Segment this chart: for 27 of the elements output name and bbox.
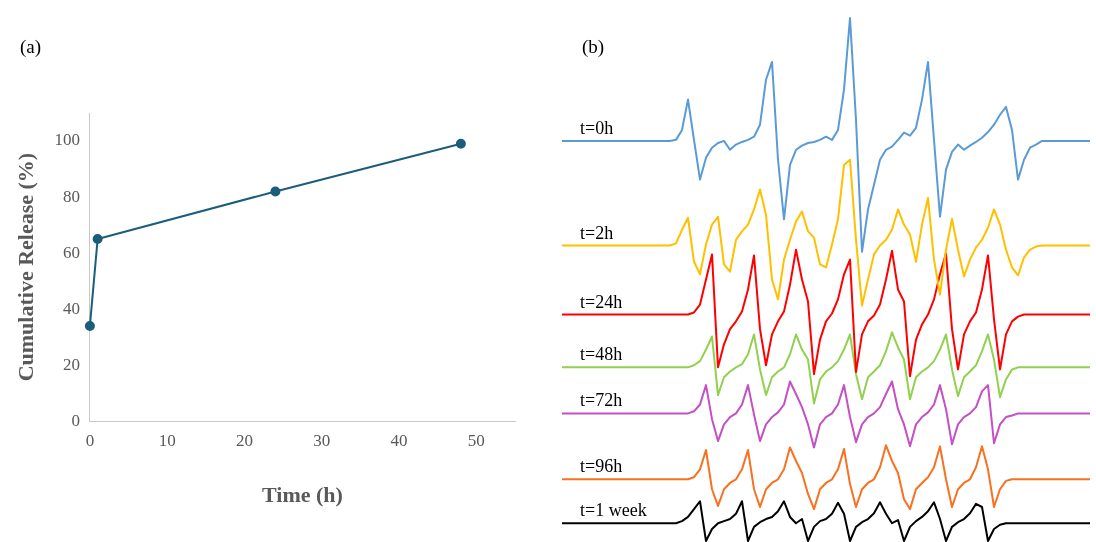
y-tick-label: 20 bbox=[62, 354, 80, 374]
y-tick-label: 40 bbox=[62, 298, 80, 318]
point bbox=[92, 234, 103, 245]
x-tick-label: 50 bbox=[467, 430, 485, 450]
series-label: t=1 week bbox=[580, 500, 647, 521]
text: (b) bbox=[582, 35, 605, 58]
x-tick-label: 0 bbox=[85, 430, 95, 450]
point bbox=[84, 320, 95, 331]
point bbox=[455, 138, 466, 149]
y-axis-title: Cumulative Release (%) bbox=[12, 152, 38, 382]
series-label: t=24h bbox=[580, 291, 623, 312]
x-tick-label: 40 bbox=[390, 430, 408, 450]
series-label: t=0h bbox=[580, 117, 614, 138]
y-tick-label: 0 bbox=[71, 410, 80, 430]
series-label: t=2h bbox=[580, 222, 614, 243]
x-axis-title: Time (h) bbox=[262, 482, 343, 508]
y-tick-label: 80 bbox=[62, 186, 80, 206]
y-tick-label: 100 bbox=[54, 130, 80, 150]
series-label: t=72h bbox=[580, 390, 623, 411]
point bbox=[270, 186, 281, 197]
x-tick-label: 20 bbox=[235, 430, 253, 450]
y-tick-label: 60 bbox=[62, 242, 80, 262]
series-label: t=48h bbox=[580, 344, 623, 365]
x-tick-label: 10 bbox=[158, 430, 176, 450]
chart-title: (a) bbox=[20, 35, 42, 58]
series-label: t=96h bbox=[580, 456, 623, 477]
x-tick-label: 30 bbox=[313, 430, 331, 450]
